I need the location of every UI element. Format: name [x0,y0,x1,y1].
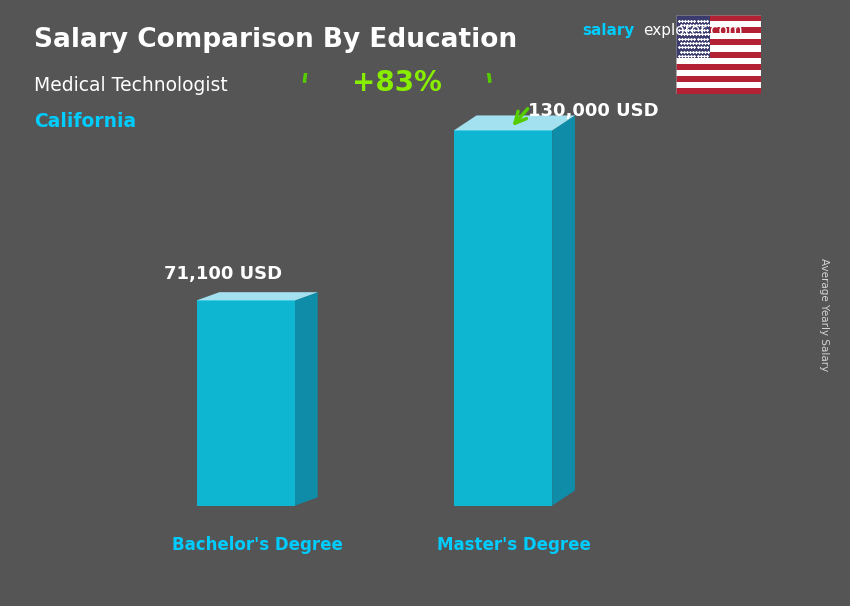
Bar [676,45,761,52]
Bar [676,70,761,76]
Bar [196,301,295,505]
Text: explorer.com: explorer.com [643,23,743,38]
Polygon shape [295,292,318,505]
Bar [454,130,552,505]
Text: +83%: +83% [352,69,442,97]
Bar [676,58,761,64]
Text: Master's Degree: Master's Degree [438,536,592,554]
Bar [676,88,761,94]
Bar [676,76,761,82]
Bar [676,15,710,58]
Bar [676,64,761,70]
Text: 71,100 USD: 71,100 USD [164,265,282,283]
Bar [676,33,761,39]
Bar [676,39,761,45]
Polygon shape [454,115,575,130]
Bar [676,27,761,33]
Bar [676,15,761,21]
Text: California: California [34,112,136,131]
Bar [676,21,761,27]
Bar [676,52,761,58]
Text: salary: salary [582,23,635,38]
Text: Bachelor's Degree: Bachelor's Degree [172,536,343,554]
Bar [676,82,761,88]
Text: Medical Technologist: Medical Technologist [34,76,228,95]
Text: Salary Comparison By Education: Salary Comparison By Education [34,27,517,53]
Polygon shape [552,115,575,505]
Text: 130,000 USD: 130,000 USD [529,102,659,119]
Text: Average Yearly Salary: Average Yearly Salary [819,259,829,371]
Polygon shape [196,292,318,301]
